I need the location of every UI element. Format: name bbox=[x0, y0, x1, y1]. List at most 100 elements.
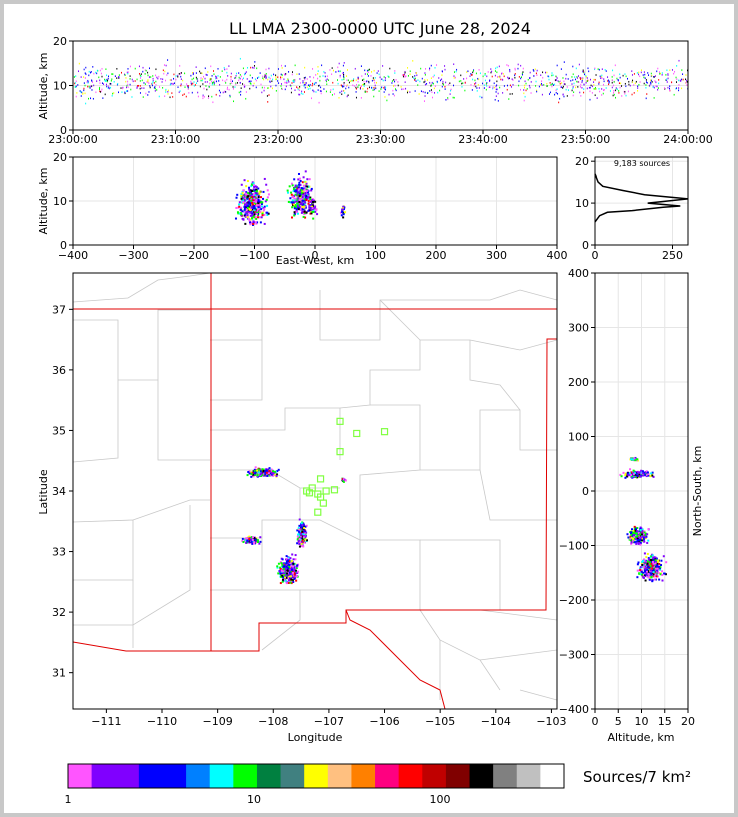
ew-source-point bbox=[301, 202, 304, 205]
map-source-point bbox=[286, 566, 289, 569]
source-point bbox=[494, 98, 496, 101]
source-point bbox=[341, 78, 343, 81]
colorbar-cell bbox=[540, 764, 565, 788]
source-point bbox=[208, 86, 210, 88]
ns-source-point bbox=[656, 570, 659, 573]
ns-tick-label: 200 bbox=[568, 376, 589, 389]
map-source-point bbox=[262, 469, 265, 472]
map-source-point bbox=[285, 582, 288, 585]
source-point bbox=[434, 92, 436, 94]
ns-source-point bbox=[653, 556, 656, 559]
ns-source-point bbox=[643, 531, 646, 534]
longitude-tick-label: −104 bbox=[481, 715, 511, 728]
source-point bbox=[382, 65, 384, 67]
source-point bbox=[210, 78, 212, 80]
source-point bbox=[261, 86, 263, 89]
map-source-point bbox=[302, 527, 305, 530]
ns-source-point bbox=[633, 541, 636, 544]
map-source-point bbox=[281, 580, 284, 583]
source-point bbox=[325, 79, 327, 82]
source-point bbox=[317, 89, 319, 91]
source-point bbox=[145, 69, 147, 72]
source-point bbox=[277, 76, 279, 78]
map-source-point bbox=[285, 558, 288, 561]
source-point bbox=[599, 75, 601, 78]
ns-source-point bbox=[660, 559, 663, 562]
source-point bbox=[571, 83, 573, 85]
source-point bbox=[586, 87, 588, 90]
source-point bbox=[261, 91, 263, 94]
ns-source-point bbox=[641, 573, 644, 576]
source-point bbox=[429, 81, 431, 84]
ew-source-point bbox=[248, 219, 251, 222]
source-point bbox=[353, 85, 355, 87]
source-point bbox=[404, 76, 406, 78]
source-point bbox=[201, 79, 203, 82]
source-point bbox=[557, 80, 559, 82]
hist-tick-label: 250 bbox=[662, 249, 683, 262]
source-point bbox=[538, 85, 540, 88]
map-source-point bbox=[253, 540, 256, 543]
colorbar-cell bbox=[162, 764, 187, 788]
map-source-point bbox=[285, 565, 288, 568]
source-point bbox=[476, 87, 478, 89]
ew-source-point bbox=[298, 194, 301, 197]
ns-source-point bbox=[647, 562, 650, 565]
source-point bbox=[205, 73, 207, 76]
source-point bbox=[520, 77, 522, 80]
source-point bbox=[200, 72, 202, 74]
map-source-point bbox=[297, 527, 300, 530]
source-point bbox=[250, 66, 252, 69]
source-point bbox=[239, 57, 241, 60]
map-source-point bbox=[296, 564, 299, 567]
source-point bbox=[179, 90, 181, 92]
ew-source-point bbox=[248, 197, 251, 200]
source-point bbox=[624, 82, 626, 85]
source-point bbox=[535, 80, 537, 83]
source-point bbox=[74, 82, 76, 84]
source-point bbox=[299, 82, 301, 84]
station-marker bbox=[336, 448, 344, 456]
source-point bbox=[514, 76, 516, 79]
source-point bbox=[652, 86, 654, 88]
source-point bbox=[273, 73, 275, 76]
source-point bbox=[385, 86, 387, 89]
source-point bbox=[360, 65, 362, 67]
ew-source-point bbox=[253, 193, 256, 196]
source-point bbox=[219, 76, 221, 78]
source-point bbox=[372, 77, 374, 79]
source-point bbox=[633, 84, 635, 86]
source-point bbox=[615, 96, 617, 99]
source-point bbox=[579, 76, 581, 79]
source-point bbox=[524, 95, 526, 98]
source-point bbox=[180, 72, 182, 74]
source-point bbox=[154, 87, 156, 90]
ns-source-point bbox=[659, 568, 662, 571]
ns-source-point bbox=[639, 543, 642, 546]
source-point bbox=[426, 79, 428, 81]
source-point bbox=[111, 73, 113, 75]
source-point bbox=[142, 70, 144, 73]
source-point bbox=[357, 78, 359, 80]
source-point bbox=[319, 79, 321, 82]
ew-source-point bbox=[299, 208, 302, 211]
source-point bbox=[533, 75, 535, 77]
source-point bbox=[384, 79, 386, 82]
source-point bbox=[521, 73, 523, 76]
source-point bbox=[633, 92, 635, 94]
source-point bbox=[324, 75, 326, 78]
ew-source-point bbox=[251, 183, 254, 186]
map-source-point bbox=[279, 570, 282, 573]
source-point bbox=[341, 93, 343, 96]
source-point bbox=[353, 78, 355, 80]
source-point bbox=[230, 75, 232, 78]
source-point bbox=[571, 76, 573, 78]
source-point bbox=[651, 74, 653, 77]
source-point bbox=[494, 74, 496, 77]
source-point bbox=[394, 80, 396, 83]
source-point bbox=[640, 71, 642, 74]
source-point bbox=[495, 85, 497, 88]
source-point bbox=[344, 92, 346, 94]
source-point bbox=[270, 74, 272, 77]
source-point bbox=[413, 77, 415, 79]
